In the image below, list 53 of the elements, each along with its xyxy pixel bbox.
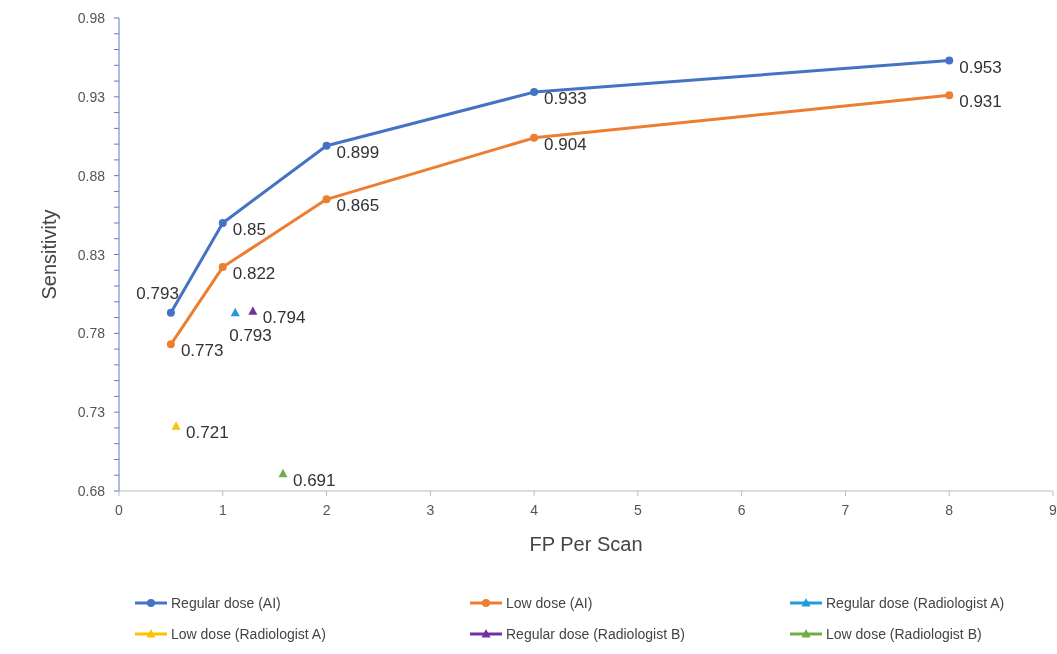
data-label: 0.793 <box>136 283 179 303</box>
legend-label: Low dose (AI) <box>506 595 593 611</box>
legend-label: Low dose (Radiologist B) <box>826 626 982 642</box>
data-label: 0.933 <box>544 89 587 109</box>
legend-label: Regular dose (Radiologist A) <box>826 595 1005 611</box>
y-tick-label: 0.83 <box>77 246 106 263</box>
point <box>171 421 181 430</box>
point <box>322 195 331 204</box>
x-tick-label: 0 <box>115 502 124 518</box>
data-label: 0.904 <box>544 134 587 154</box>
data-label: 0.721 <box>186 423 229 443</box>
y-tick-label: 0.98 <box>77 10 106 26</box>
point <box>945 91 954 100</box>
data-label: 0.865 <box>336 196 380 216</box>
y-axis-title: Sensitivity <box>38 209 60 300</box>
point <box>166 340 175 349</box>
point <box>278 468 288 478</box>
point <box>218 218 227 227</box>
x-tick-label: 6 <box>737 502 746 518</box>
data-label: 0.822 <box>232 264 276 284</box>
x-axis-title: FP Per Scan <box>529 533 643 555</box>
y-tick-label: 0.73 <box>77 404 106 421</box>
point <box>945 56 954 65</box>
x-tick-label: 9 <box>1049 502 1057 518</box>
data-label: 0.953 <box>959 57 1002 77</box>
x-tick-label: 4 <box>530 502 539 518</box>
data-label: 0.931 <box>959 92 1002 112</box>
x-tick-label: 3 <box>426 502 435 518</box>
point <box>230 307 240 317</box>
y-tick-label: 0.93 <box>77 88 106 105</box>
legend-label: Regular dose (Radiologist B) <box>506 626 685 642</box>
data-label: 0.85 <box>232 219 266 239</box>
legend-label: Low dose (Radiologist A) <box>171 626 326 642</box>
legend-label: Regular dose (AI) <box>171 595 281 611</box>
x-tick-label: 8 <box>945 502 954 518</box>
point <box>248 306 258 315</box>
x-tick-label: 2 <box>322 502 331 518</box>
x-tick-label: 7 <box>841 502 850 518</box>
y-tick-label: 0.68 <box>77 483 106 499</box>
point <box>322 141 331 150</box>
data-label: 0.773 <box>180 341 224 361</box>
data-label: 0.794 <box>262 308 306 328</box>
point <box>530 88 539 97</box>
point <box>530 133 539 142</box>
x-tick-label: 5 <box>633 502 642 518</box>
data-label: 0.899 <box>336 142 380 162</box>
y-tick-label: 0.88 <box>77 167 106 184</box>
point <box>166 308 175 317</box>
point <box>218 263 227 272</box>
data-label: 0.793 <box>229 325 272 345</box>
data-label: 0.691 <box>292 470 336 490</box>
x-tick-label: 1 <box>218 502 227 518</box>
y-tick-label: 0.78 <box>77 325 106 342</box>
